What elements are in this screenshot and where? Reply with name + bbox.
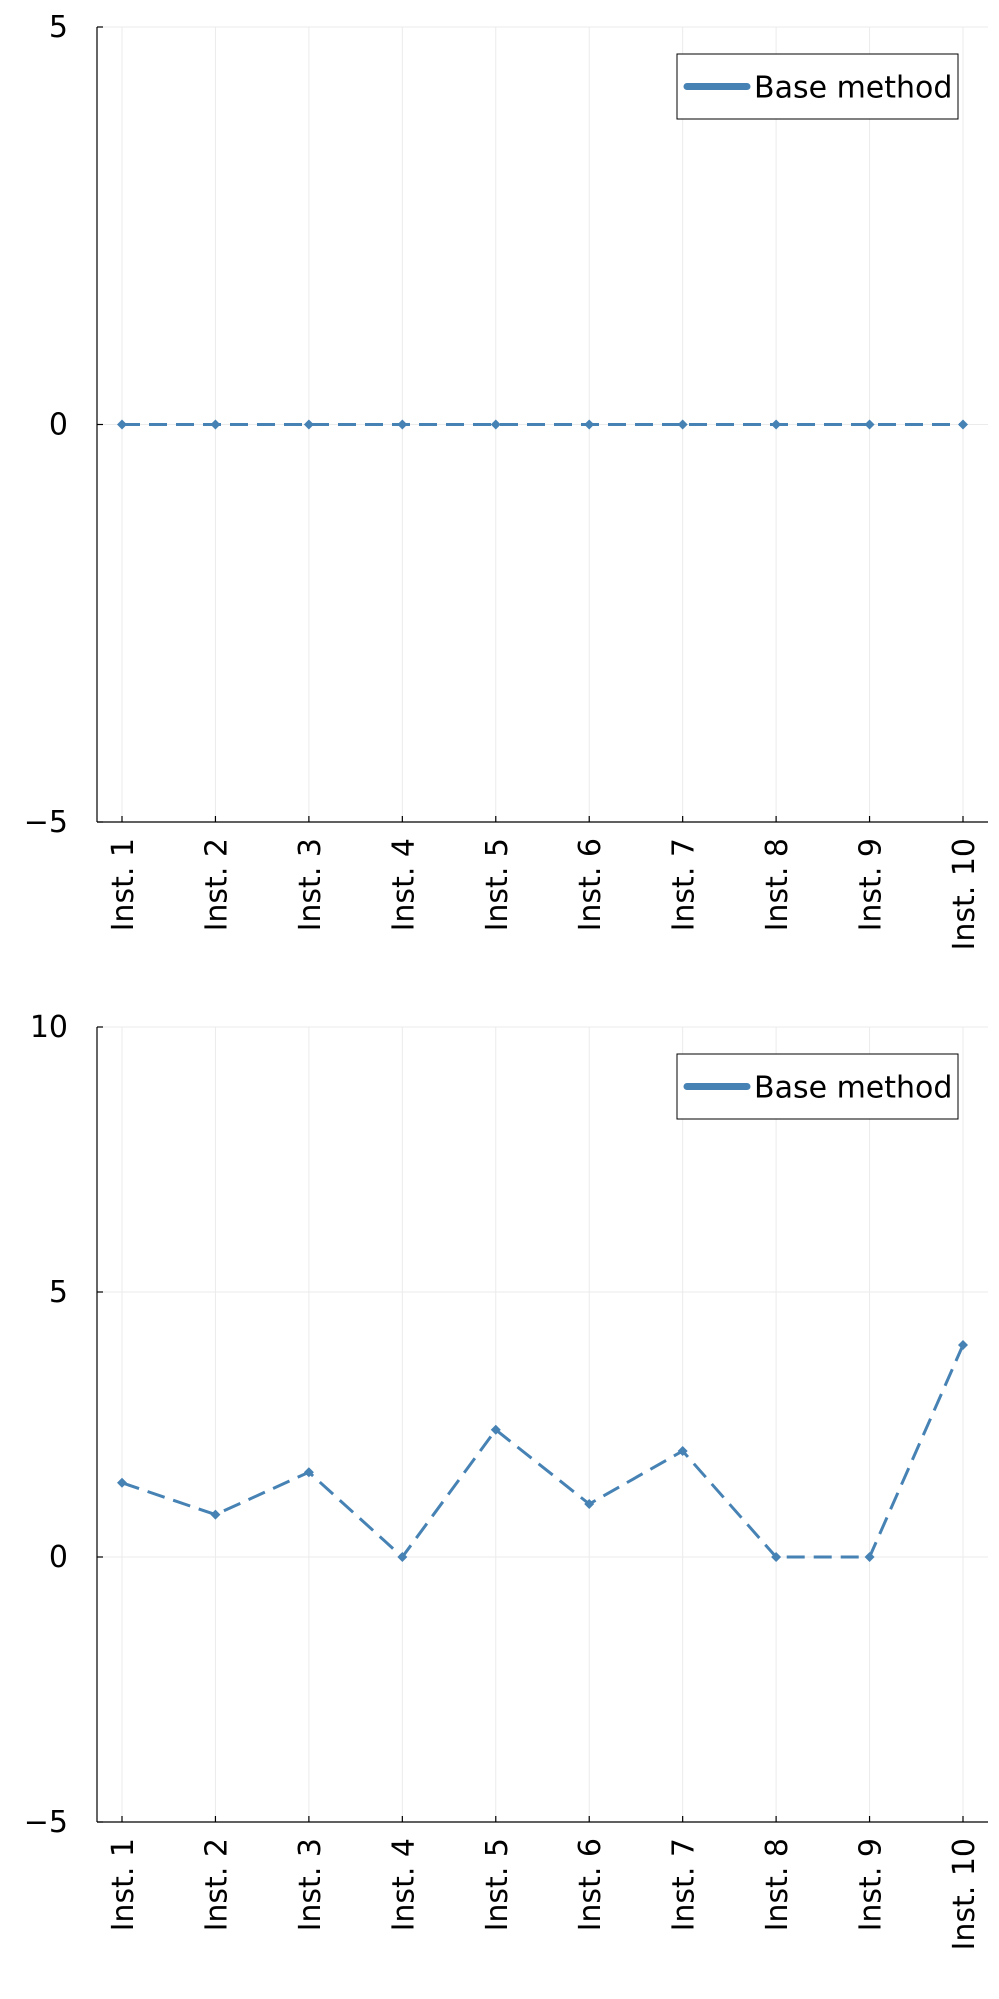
data-point [397,1552,408,1562]
x-tick-label: Inst. 1 [106,838,141,931]
data-point [958,1340,968,1350]
chart-panel-1: −5 0 5 Inst. 1 Inst. 2 Inst. 3 Inst. 4 Inst. 5 I… [24,10,988,951]
x-tick-label: Inst. 5 [480,1838,515,1931]
data-point [117,1477,127,1488]
data-point [490,419,501,430]
x-tick-label: Inst. 9 [854,1838,889,1931]
data-point [584,419,595,430]
x-tick-label: Inst. 7 [667,838,702,931]
x-tick-label: Inst. 9 [854,838,889,931]
y-tick-label: −5 [24,805,68,840]
y-tick-label: 5 [49,10,68,45]
x-tick-label: Inst. 3 [293,1838,328,1931]
series-line [121,1344,965,1559]
y-tick-label: 10 [30,1010,68,1045]
data-point [584,1499,595,1509]
data-point [864,419,875,430]
chart-panel-2: −5 0 5 10 Inst. 1 Inst. 2 Inst. 3 Inst. 4 Inst. … [24,1010,988,1951]
x-tick-label: Inst. 4 [386,838,421,931]
y-tick-label: 0 [49,408,68,443]
data-point [303,1467,314,1478]
x-tick-label: Inst. 10 [947,1838,982,1951]
x-tick-label: Inst. 6 [573,838,608,931]
data-point [771,1552,782,1562]
data-point [210,419,221,430]
x-tick-label: Inst. 8 [760,1838,795,1931]
x-tick-label: Inst. 6 [573,1838,608,1931]
data-point [303,419,314,430]
legend: Base method [676,53,959,120]
data-point [397,419,408,430]
x-tick-label: Inst. 7 [667,1838,702,1931]
x-tick-label: Inst. 10 [947,838,982,951]
data-point [210,1509,221,1520]
data-point [490,1424,501,1435]
y-tick-label: −5 [24,1805,68,1840]
x-tick-label: Inst. 4 [386,1838,421,1931]
data-point [958,419,968,430]
data-point [771,419,782,430]
data-point [677,1446,688,1456]
legend-label: Base method [754,71,952,106]
x-tick-label: Inst. 1 [106,1838,141,1931]
data-point [677,419,688,430]
x-tick-label: Inst. 5 [480,838,515,931]
x-tick-label: Inst. 8 [760,838,795,931]
legend: Base method [676,1053,959,1120]
x-tick-label: Inst. 2 [199,1838,234,1931]
y-tick-label: 5 [49,1275,68,1310]
x-tick-label: Inst. 2 [199,838,234,931]
data-point [117,419,127,430]
data-point [864,1552,875,1562]
legend-label: Base method [754,1071,952,1106]
y-tick-label: 0 [49,1540,68,1575]
x-tick-label: Inst. 3 [293,838,328,931]
